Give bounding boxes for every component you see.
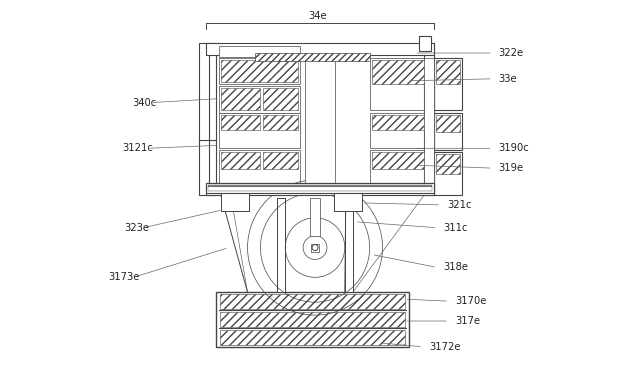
Bar [264,88,298,110]
Text: 3121c: 3121c [122,143,153,153]
Bar [277,198,285,292]
Text: 323e: 323e [124,223,149,233]
Bar [372,152,425,169]
Bar [434,152,462,195]
Bar [419,36,431,51]
Bar [372,60,425,84]
Bar [221,60,298,82]
Bar [436,154,460,174]
Bar [436,114,460,132]
Bar [264,152,298,169]
Bar [219,86,300,113]
Text: 319e: 319e [499,163,524,173]
Bar [206,183,434,193]
Bar [216,292,410,347]
Bar [311,244,319,252]
Text: 34e: 34e [308,11,327,21]
Text: 311c: 311c [443,223,468,233]
Text: 340c: 340c [132,98,156,108]
Bar [334,193,362,211]
Bar [372,114,425,130]
Text: 33e: 33e [499,74,517,84]
Bar [434,113,462,150]
Bar [221,114,260,130]
Bar [208,185,432,191]
Bar [219,46,300,57]
Text: 3170e: 3170e [455,296,486,306]
Text: 318e: 318e [443,262,468,273]
Bar [434,58,462,110]
Bar [220,294,405,309]
Bar [219,46,300,57]
Bar [424,58,434,195]
Bar [255,53,370,61]
Bar [221,193,248,211]
Bar [370,150,428,183]
Text: 322e: 322e [499,48,524,58]
Text: 3173e: 3173e [108,273,140,282]
Bar [310,198,320,236]
Bar [370,113,428,148]
Bar [220,312,405,327]
Text: 321c: 321c [447,200,472,210]
Bar [199,43,209,195]
Text: 3190c: 3190c [499,143,529,153]
Bar [221,152,260,169]
Bar [219,113,300,148]
Bar [305,55,335,184]
Bar [264,114,298,130]
Bar [436,60,460,84]
Bar [206,183,434,195]
Text: 317e: 317e [455,316,480,326]
Bar [220,330,405,345]
Bar [219,58,300,84]
Bar [370,58,428,110]
Text: 3172e: 3172e [429,342,461,352]
Bar [206,43,434,55]
Bar [219,150,300,183]
Bar [221,88,260,110]
Bar [345,198,353,292]
Bar [424,43,434,195]
Circle shape [312,244,318,251]
Bar [206,43,216,195]
